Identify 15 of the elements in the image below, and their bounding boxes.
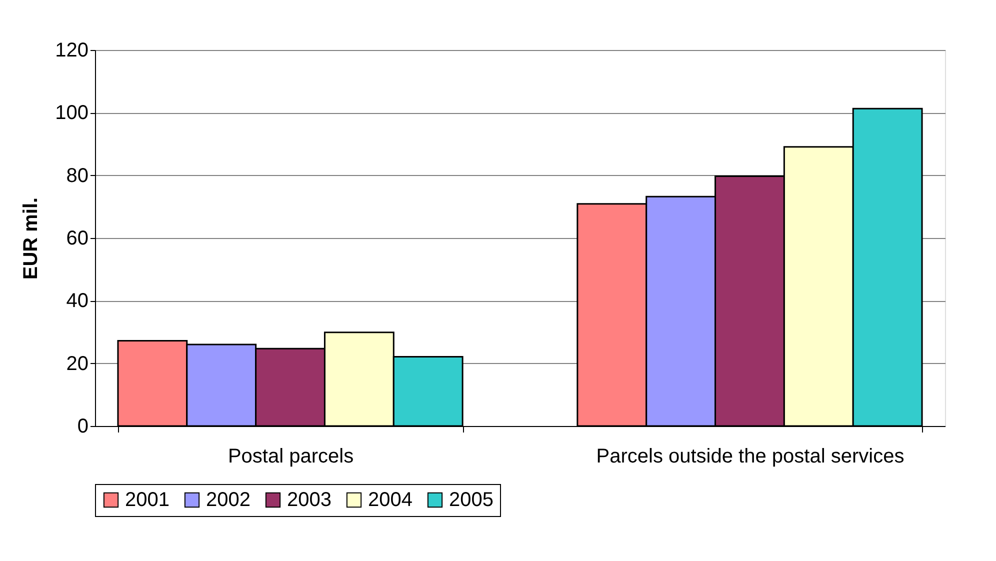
x-tick-label: Parcels outside the postal services [596,446,904,468]
y-tick-label: 0 [77,416,88,438]
y-tick-label: 80 [66,164,88,187]
legend-label: 2004 [368,489,412,511]
legend-label: 2001 [125,489,170,511]
legend-label: 2002 [206,489,250,511]
legend-label: 2005 [449,489,494,511]
x-tick-label: Postal parcels [228,446,354,468]
y-tick-label: 100 [55,102,88,124]
y-tick-label: 120 [55,40,88,62]
legend-label: 2003 [287,489,332,511]
y-tick-label: 20 [66,352,88,375]
y-axis-title: EUR mil. [20,197,42,280]
y-tick-label: 60 [66,228,88,250]
y-tick-label: 40 [66,290,88,312]
